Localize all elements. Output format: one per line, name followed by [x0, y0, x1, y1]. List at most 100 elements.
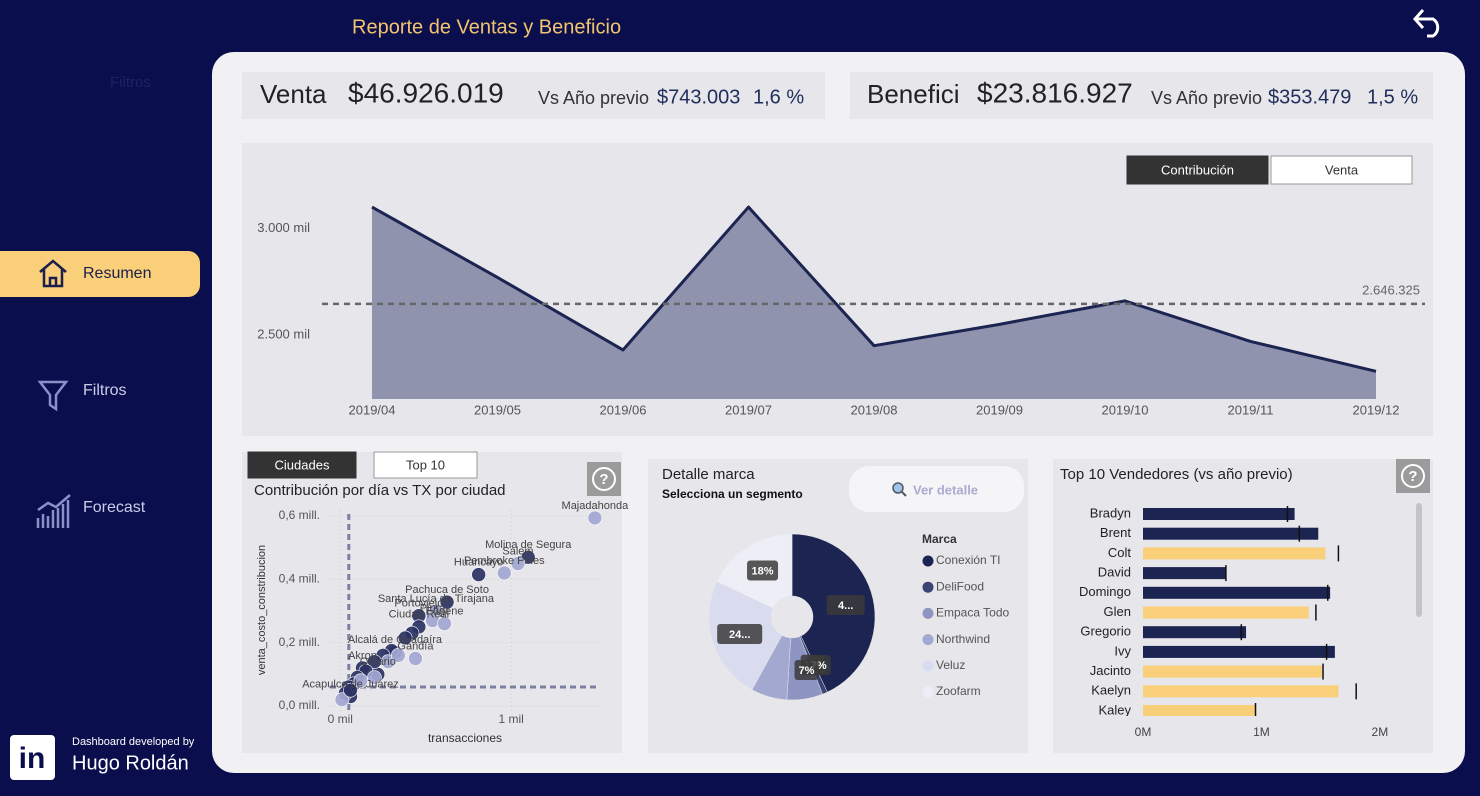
y-tick-label: Bradyn [1090, 505, 1131, 520]
y-tick-label: 0,4 mill. [279, 572, 320, 586]
nav-item[interactable]: Forecast [83, 499, 146, 516]
point [437, 616, 452, 631]
toggle-label: Top 10 [406, 457, 445, 472]
legend-label: Northwind [936, 632, 990, 646]
x-tick-label: 2019/10 [1102, 402, 1149, 417]
bar [1143, 626, 1247, 639]
legend-swatch [922, 634, 934, 646]
legend-label: DeliFood [936, 579, 984, 593]
legend-label: Conexión TI [936, 553, 1000, 567]
kpis: Venta $46.926.019 Vs Año previo $743.003… [260, 77, 1418, 108]
point-label: Majadahonda [562, 500, 630, 512]
detail-button-label: Ver detalle [913, 482, 978, 497]
y-tick-label: 0,6 mill. [279, 508, 320, 522]
line [371, 205, 1377, 373]
help-mark: ? [599, 471, 608, 488]
back-button[interactable] [1412, 9, 1440, 38]
point [439, 594, 455, 610]
x-tick-label: 2019/08 [851, 402, 898, 417]
forecast-icon [36, 494, 71, 528]
kpi-value: $23.816.927 [977, 77, 1133, 108]
credit-author: Hugo Roldán [72, 752, 189, 774]
y-axis-label: venta_costo_constribucion [256, 545, 268, 675]
y-tick-label: David [1098, 565, 1131, 580]
x-tick-label: 1 mil [498, 712, 523, 726]
y-tick-label: Kaelyn [1091, 683, 1131, 698]
x-tick-label: 2M [1372, 725, 1389, 739]
bar [1143, 705, 1256, 716]
data-label: 7% [799, 665, 815, 677]
kpi-compare: Vs Año previo [538, 88, 649, 108]
help-mark: ? [1408, 468, 1417, 485]
x-tick-label: 2019/07 [725, 402, 772, 417]
reference-label: 2.646.325 [1362, 282, 1420, 297]
toggle-label: Contribución [1161, 162, 1234, 177]
chart-title: Detalle marca [662, 466, 755, 483]
legend-swatch [922, 686, 934, 698]
kpi-value: $46.926.019 [348, 77, 504, 108]
logo-text: in [19, 742, 46, 775]
point-label: Eugene [426, 606, 464, 618]
x-tick-label: 2019/11 [1227, 402, 1273, 417]
x-tick-label: 2019/12 [1353, 402, 1400, 417]
y-tick-label: Gregorio [1080, 624, 1131, 639]
nav-item[interactable]: Resumen [83, 265, 151, 282]
legend-swatch [922, 555, 934, 567]
toggle-button[interactable] [373, 451, 478, 479]
kpi-delta-pct: 1,5 % [1367, 86, 1418, 108]
y-tick-label: Ivy [1114, 643, 1131, 658]
y-tick-label: Colt [1108, 545, 1132, 560]
bar [1143, 685, 1339, 698]
toggle-button[interactable] [1270, 155, 1413, 185]
bar [1143, 606, 1309, 619]
legend-label: Empaca Todo [936, 606, 1009, 620]
legend-swatch [922, 581, 934, 593]
chart-title: Top 10 Vendedores (vs año previo) [1060, 466, 1293, 483]
point-label: Gandía [397, 640, 434, 652]
bar [1143, 547, 1326, 560]
chart-title: Contribución por día vs TX por ciudad [254, 482, 506, 499]
linkedin-logo[interactable] [10, 735, 55, 780]
x-tick-label: 2019/09 [976, 402, 1023, 417]
kpi-card [242, 72, 825, 119]
data-label-box [794, 660, 819, 681]
y-tick-label: Brent [1100, 525, 1131, 540]
point [334, 692, 350, 707]
bar [1143, 586, 1331, 599]
filter-icon [37, 380, 69, 412]
detail-button[interactable] [849, 466, 1024, 512]
data-label: 4... [838, 600, 853, 612]
bar-area: Bradyn Brent Colt David Domingo Glen Gregorio I… [1079, 505, 1357, 716]
y-tick-label: Domingo [1079, 584, 1131, 599]
point [353, 673, 369, 688]
toggle-button[interactable] [247, 451, 357, 479]
legend-title: Marca [922, 532, 957, 546]
x-tick-label: 1M [1253, 725, 1270, 739]
nav-item[interactable]: Filtros [83, 382, 127, 399]
point-label: Acapulco de Juárez [302, 678, 399, 690]
toggle-button[interactable] [1126, 155, 1269, 185]
bar [1143, 527, 1319, 540]
data-label-box [826, 595, 865, 616]
point-label: Molina de Segura [485, 539, 572, 551]
kpi-delta-pct: 1,6 % [753, 86, 804, 108]
legend-swatch [922, 607, 934, 619]
chart-subtitle: Selecciona un segmento [662, 487, 803, 501]
point-label: Salem [502, 545, 533, 557]
kpi-compare: Vs Año previo [1151, 88, 1262, 108]
point-label: Pachuca de Soto [405, 584, 489, 596]
scrollbar[interactable] [1416, 503, 1422, 617]
kpi-label: Benefici [867, 79, 960, 109]
point-label: Santa Lucía de Tirajana [378, 593, 495, 605]
help-ring [592, 467, 616, 491]
point-label: Ontario [360, 656, 396, 668]
x-axis-label: transacciones [428, 731, 502, 745]
report-title: Reporte de Ventas y Beneficio [352, 16, 621, 38]
y-tick-label: Jacinto [1090, 663, 1131, 678]
point [497, 565, 512, 581]
point-label: Alcalá de Guadaíra [348, 634, 443, 646]
x-tick-label: 2019/04 [349, 402, 396, 417]
data-label-box [747, 560, 779, 581]
